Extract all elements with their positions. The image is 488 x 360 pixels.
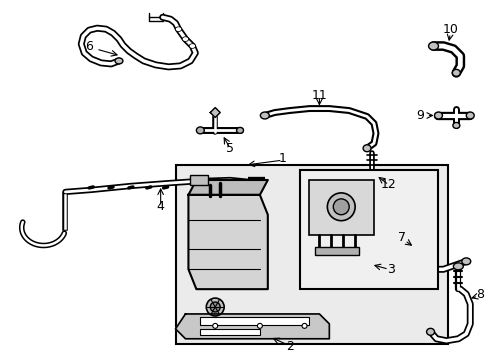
Bar	[175, 165, 447, 344]
Circle shape	[302, 323, 306, 328]
Circle shape	[257, 323, 262, 328]
Bar	[299, 170, 438, 289]
Polygon shape	[188, 180, 267, 195]
Text: 2: 2	[285, 340, 293, 353]
Text: 3: 3	[386, 263, 394, 276]
Ellipse shape	[426, 328, 434, 335]
Ellipse shape	[413, 243, 423, 250]
Ellipse shape	[461, 258, 470, 265]
Circle shape	[210, 302, 220, 312]
Ellipse shape	[452, 122, 459, 129]
Circle shape	[206, 298, 224, 316]
Text: 5: 5	[225, 142, 234, 155]
Text: 6: 6	[85, 40, 93, 53]
Ellipse shape	[466, 112, 473, 119]
Ellipse shape	[368, 184, 374, 189]
Text: 7: 7	[397, 231, 405, 244]
Text: 12: 12	[380, 179, 396, 192]
Circle shape	[212, 323, 217, 328]
Bar	[190, 175, 208, 185]
Polygon shape	[210, 108, 220, 117]
Polygon shape	[188, 195, 267, 289]
Ellipse shape	[260, 112, 269, 119]
Text: 1: 1	[278, 152, 286, 165]
Ellipse shape	[176, 28, 180, 30]
Ellipse shape	[196, 127, 204, 134]
Text: 9: 9	[416, 109, 424, 122]
Ellipse shape	[236, 127, 243, 133]
Ellipse shape	[434, 112, 442, 119]
Polygon shape	[175, 314, 328, 339]
Ellipse shape	[452, 263, 462, 270]
Ellipse shape	[190, 45, 194, 47]
Ellipse shape	[189, 44, 195, 48]
Ellipse shape	[175, 27, 181, 31]
Text: 10: 10	[442, 23, 457, 36]
Text: 4: 4	[156, 200, 164, 213]
Text: 8: 8	[475, 288, 483, 301]
Bar	[309, 180, 373, 235]
Bar	[200, 317, 309, 325]
Ellipse shape	[427, 42, 438, 50]
Text: 11: 11	[311, 89, 326, 102]
Ellipse shape	[182, 37, 188, 41]
Ellipse shape	[451, 69, 459, 76]
Circle shape	[326, 193, 354, 221]
Circle shape	[333, 199, 348, 215]
Bar	[315, 247, 358, 255]
Bar	[200, 329, 259, 335]
Ellipse shape	[115, 58, 122, 64]
Ellipse shape	[183, 38, 187, 40]
Ellipse shape	[362, 145, 370, 152]
